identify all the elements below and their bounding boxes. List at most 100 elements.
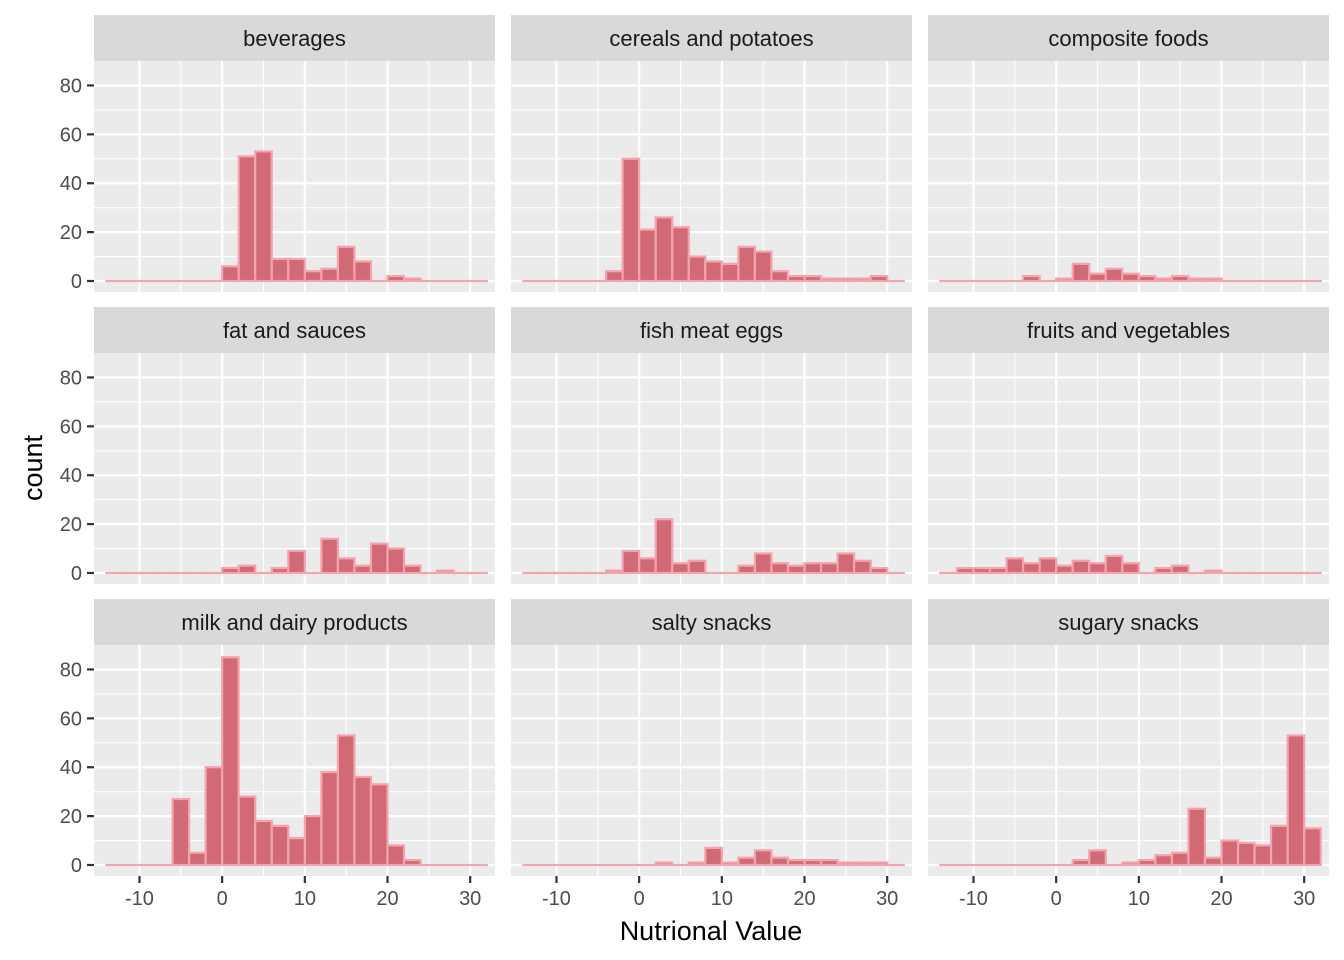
histogram-bar bbox=[320, 267, 340, 283]
facet-strip bbox=[94, 307, 495, 353]
histogram-bar bbox=[671, 562, 690, 575]
histogram-bar bbox=[254, 150, 273, 283]
x-axis-title: Nutrional Value bbox=[620, 916, 803, 946]
histogram-bar bbox=[687, 559, 707, 575]
histogram-bar bbox=[720, 861, 740, 867]
panel-background bbox=[511, 353, 912, 584]
y-tick-label: 40 bbox=[60, 173, 82, 195]
x-tick-label: 0 bbox=[1051, 888, 1062, 910]
histogram-bar bbox=[303, 815, 323, 867]
histogram-bar bbox=[1303, 827, 1322, 867]
facet-title: cereals and potatoes bbox=[609, 26, 813, 51]
histogram-bar bbox=[654, 861, 674, 867]
y-tick-label: 60 bbox=[60, 124, 82, 146]
histogram-bar bbox=[287, 549, 306, 575]
histogram-bar bbox=[402, 564, 422, 575]
facet-title: fish meat eggs bbox=[640, 318, 783, 343]
histogram-bar bbox=[803, 859, 823, 867]
histogram-bar bbox=[737, 856, 757, 867]
histogram-bar bbox=[1071, 559, 1091, 575]
histogram-bar bbox=[654, 216, 674, 283]
histogram-bar bbox=[1187, 277, 1207, 283]
x-tick-label: 10 bbox=[1128, 888, 1150, 910]
facet-panel: salty snacks -10 0 10 20 30 bbox=[511, 599, 912, 910]
histogram-bar bbox=[869, 275, 889, 283]
x-tick-label: 10 bbox=[711, 888, 733, 910]
y-tick-label: 0 bbox=[71, 855, 82, 877]
histogram-bar bbox=[638, 228, 657, 283]
facet-panels: beverages 0 20 40 60 80 cereals and potatoes co… bbox=[60, 15, 1329, 910]
histogram-bar bbox=[819, 859, 839, 867]
histogram-bar bbox=[1071, 262, 1091, 283]
facet-panel: milk and dairy products 0 20 40 60 80 -10 0 10 20… bbox=[60, 599, 495, 910]
x-tick-label: -10 bbox=[959, 888, 988, 910]
panel-background bbox=[928, 61, 1329, 292]
facet-strip bbox=[928, 307, 1329, 353]
histogram-bar bbox=[853, 277, 872, 283]
histogram-bar bbox=[1253, 844, 1273, 867]
histogram-bar bbox=[320, 537, 340, 575]
histogram-bar bbox=[786, 564, 806, 575]
histogram-bar bbox=[737, 564, 757, 575]
histogram-bar bbox=[402, 277, 422, 283]
histogram-bar bbox=[955, 567, 975, 575]
histogram-bar bbox=[1170, 851, 1190, 867]
histogram-bar bbox=[704, 846, 723, 867]
histogram-bar bbox=[687, 861, 707, 867]
histogram-bar bbox=[869, 861, 889, 867]
histogram-bar bbox=[320, 771, 340, 867]
histogram-bar bbox=[1121, 861, 1140, 867]
histogram-bar bbox=[1154, 567, 1174, 575]
histogram-bar bbox=[1088, 562, 1107, 575]
histogram-bar bbox=[287, 837, 306, 867]
histogram-bar bbox=[1088, 272, 1107, 283]
x-tick-label: 30 bbox=[459, 888, 481, 910]
histogram-bar bbox=[303, 270, 323, 283]
histogram-bar bbox=[753, 552, 773, 575]
histogram-bar bbox=[1088, 849, 1107, 867]
facet-panel: fruits and vegetables bbox=[928, 307, 1329, 584]
panel-background bbox=[94, 353, 495, 584]
x-tick-label: 30 bbox=[1293, 888, 1315, 910]
facet-strip bbox=[511, 15, 912, 61]
histogram-bar bbox=[786, 275, 806, 283]
histogram-bar bbox=[1270, 824, 1289, 867]
histogram-bar bbox=[336, 557, 356, 575]
histogram-bar bbox=[1154, 277, 1174, 283]
histogram-bar bbox=[720, 262, 740, 283]
histogram-bar bbox=[853, 559, 872, 575]
histogram-bar bbox=[1170, 275, 1190, 283]
histogram-bar bbox=[1286, 734, 1306, 867]
y-tick-label: 80 bbox=[60, 75, 82, 97]
histogram-bar bbox=[1220, 839, 1240, 867]
y-tick-label: 20 bbox=[60, 222, 82, 244]
y-tick-label: 0 bbox=[71, 271, 82, 293]
facet-panel: fat and sauces 0 20 40 60 80 bbox=[60, 307, 495, 585]
histogram-bar bbox=[1121, 272, 1140, 283]
histogram-bar bbox=[187, 851, 207, 867]
histogram-bar bbox=[604, 569, 624, 575]
y-tick-label: 20 bbox=[60, 806, 82, 828]
histogram-bar bbox=[786, 859, 806, 867]
x-tick-label: -10 bbox=[542, 888, 571, 910]
facet-title: milk and dairy products bbox=[181, 610, 407, 635]
y-tick-label: 0 bbox=[71, 563, 82, 585]
histogram-bar bbox=[254, 819, 273, 867]
histogram-bar bbox=[819, 562, 839, 575]
histogram-bar bbox=[1203, 856, 1223, 867]
facet-panel: sugary snacks -10 0 10 20 30 bbox=[928, 599, 1329, 910]
histogram-bar bbox=[270, 567, 290, 575]
facet-panel: beverages 0 20 40 60 80 bbox=[60, 15, 495, 293]
histogram-bar bbox=[770, 562, 790, 575]
histogram-bar bbox=[1005, 557, 1025, 575]
y-tick-label: 80 bbox=[60, 659, 82, 681]
x-tick-label: 20 bbox=[376, 888, 398, 910]
x-tick-label: 0 bbox=[634, 888, 645, 910]
histogram-bar bbox=[171, 797, 191, 867]
panel-background bbox=[928, 645, 1329, 876]
histogram-bar bbox=[1104, 554, 1124, 575]
facet-strip bbox=[928, 599, 1329, 645]
histogram-bar bbox=[386, 547, 406, 575]
histogram-bar bbox=[270, 824, 290, 867]
y-axis-title: count bbox=[18, 434, 48, 501]
